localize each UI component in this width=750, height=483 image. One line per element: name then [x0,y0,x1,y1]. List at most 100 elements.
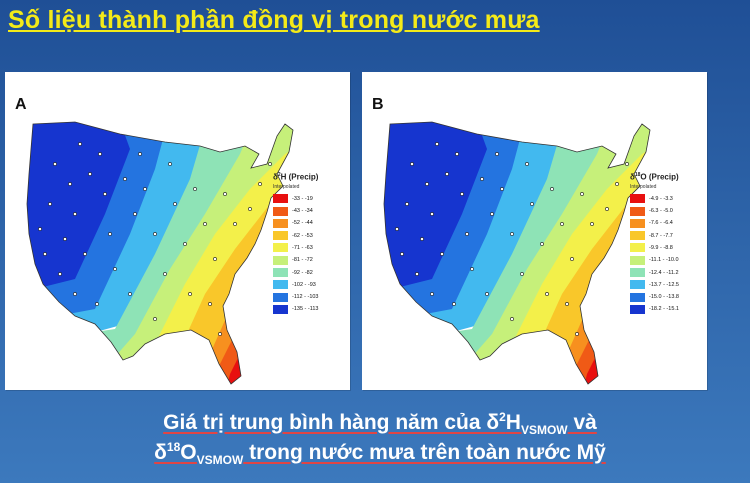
legend-swatch [273,231,288,241]
station-marker [233,222,237,226]
station-marker [530,202,534,206]
slide-title: Số liệu thành phần đồng vị trong nước mư… [8,6,540,34]
caption-line-2: δ18OVSMOW trong nước mưa trên toàn nước … [154,440,606,468]
station-marker [400,252,404,256]
legend-item: -33 - -19 [273,193,348,205]
legend-label: -8.7 - -7.7 [649,232,673,239]
us-map-b [383,121,651,385]
station-marker [58,272,62,276]
legend-label: -11.1 - -10.0 [649,257,679,264]
station-marker [48,202,52,206]
isotope-band [27,122,165,304]
station-marker [258,182,262,186]
legend-label: -15.0 - -13.8 [649,294,679,301]
legend-item: -92 - -82 [273,266,348,278]
station-marker [420,237,424,241]
caption: Giá trị trung bình hàng năm của δ2HVSMOW… [40,408,720,468]
station-marker [133,212,137,216]
legend-label: -135 - -113 [292,306,319,313]
station-marker [193,187,197,191]
legend-swatch [630,304,645,314]
station-marker [590,222,594,226]
station-marker [108,232,112,236]
legend-swatch [273,243,288,253]
station-marker [73,212,77,216]
panel-letter: B [372,96,384,113]
station-marker [430,212,434,216]
legend-label: -6.3 - -5.0 [649,208,673,215]
station-marker [605,207,609,211]
legend-item: -62 - -53 [273,230,348,242]
legend-swatch [630,292,645,302]
map-panel-b: B δ18O (Precip) Interpolated -4.9 - -3.3… [362,72,707,390]
legend-swatch [273,280,288,290]
station-marker [163,272,167,276]
legend-label: -52 - -44 [292,220,313,227]
legend-title: δ2H (Precip) [273,172,319,182]
legend-label: -33 - -19 [292,195,313,202]
station-marker [113,267,117,271]
station-marker [43,252,47,256]
station-marker [425,182,429,186]
legend-swatch [630,194,645,204]
station-marker [95,302,99,306]
legend-item: -52 - -44 [273,217,348,229]
station-marker [183,242,187,246]
legend-label: -7.6 - -6.4 [649,220,673,227]
station-marker [38,227,42,231]
station-marker [540,242,544,246]
station-marker [98,152,102,156]
legend-label: -43 - -34 [292,208,313,215]
legend-item: -43 - -34 [273,205,348,217]
station-marker [510,232,514,236]
isotope-band [384,122,582,354]
legend-swatch [630,218,645,228]
station-marker [495,152,499,156]
legend-item: -13.7 - -12.5 [630,279,705,291]
legend-label: -12.4 - -11.2 [649,269,679,276]
station-marker [560,222,564,226]
us-map-a [26,121,294,385]
legend-label: -4.9 - -3.3 [649,195,673,202]
station-marker [68,182,72,186]
station-marker [208,302,212,306]
legend-subtitle: Interpolated [273,183,300,190]
legend-item: -8.7 - -7.7 [630,230,705,242]
station-marker [575,332,579,336]
legend-label: -13.7 - -12.5 [649,281,679,288]
station-marker [452,302,456,306]
legend-item: -7.6 - -6.4 [630,217,705,229]
station-marker [615,182,619,186]
station-marker [625,162,629,166]
station-marker [550,187,554,191]
legend-label: -62 - -53 [292,232,313,239]
panel-letter: A [15,96,27,113]
station-marker [500,187,504,191]
legend-item: -112 - -103 [273,291,348,303]
legend-item: -4.9 - -3.3 [630,193,705,205]
station-marker [173,202,177,206]
station-marker [73,292,77,296]
caption-line-1: Giá trị trung bình hàng năm của δ2HVSMOW… [163,410,597,438]
legend-label: -18.2 - -15.1 [649,306,679,313]
map-legend: δ18O (Precip) Interpolated -4.9 - -3.3 -6… [630,172,705,316]
station-marker [168,162,172,166]
station-marker [143,187,147,191]
station-marker [268,162,272,166]
station-marker [395,227,399,231]
isotope-band [27,122,275,384]
station-marker [435,142,439,146]
station-marker [213,257,217,261]
legend-swatch [273,218,288,228]
station-marker [405,202,409,206]
station-marker [128,292,132,296]
legend-item: -11.1 - -10.0 [630,254,705,266]
station-marker [565,302,569,306]
legend-item: -81 - -72 [273,254,348,266]
isotope-band [384,122,632,384]
legend-swatch [273,206,288,216]
station-marker [83,252,87,256]
legend-label: -102 - -93 [292,281,316,288]
station-marker [53,162,57,166]
us-outline [26,121,294,385]
